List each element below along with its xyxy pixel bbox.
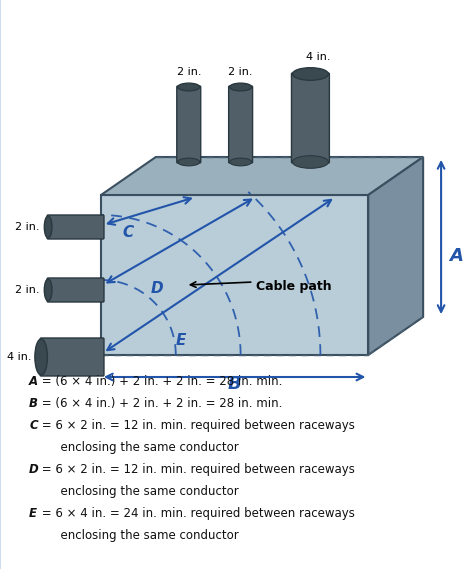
Polygon shape — [101, 195, 368, 355]
Ellipse shape — [229, 158, 252, 166]
FancyBboxPatch shape — [40, 338, 104, 376]
Ellipse shape — [44, 279, 52, 301]
Text: = 6 × 2 in. = 12 in. min. required between raceways: = 6 × 2 in. = 12 in. min. required betwe… — [38, 463, 355, 476]
Text: 4 in.: 4 in. — [7, 352, 31, 362]
Text: A: A — [449, 247, 463, 265]
Ellipse shape — [44, 216, 52, 238]
Text: D: D — [29, 463, 39, 476]
Text: D: D — [151, 281, 164, 296]
Text: = (6 × 4 in.) + 2 in. + 2 in. = 28 in. min.: = (6 × 4 in.) + 2 in. + 2 in. = 28 in. m… — [38, 375, 283, 388]
Text: A: A — [29, 375, 38, 388]
FancyBboxPatch shape — [47, 215, 104, 239]
Text: = 6 × 2 in. = 12 in. min. required between raceways: = 6 × 2 in. = 12 in. min. required betwe… — [38, 419, 355, 432]
Ellipse shape — [178, 83, 200, 91]
Polygon shape — [101, 157, 423, 195]
Ellipse shape — [292, 156, 328, 168]
Text: B: B — [228, 375, 242, 393]
Text: enclosing the same conductor: enclosing the same conductor — [38, 485, 239, 498]
Text: C: C — [29, 419, 38, 432]
Text: = (6 × 4 in.) + 2 in. + 2 in. = 28 in. min.: = (6 × 4 in.) + 2 in. + 2 in. = 28 in. m… — [38, 397, 283, 410]
Text: 2 in.: 2 in. — [15, 285, 39, 295]
FancyBboxPatch shape — [47, 278, 104, 302]
Text: = 6 × 4 in. = 24 in. min. required between raceways: = 6 × 4 in. = 24 in. min. required betwe… — [38, 507, 355, 520]
Text: Cable path: Cable path — [255, 280, 331, 293]
Text: B: B — [29, 397, 38, 410]
Text: E: E — [29, 507, 37, 520]
Ellipse shape — [178, 158, 200, 166]
Text: C: C — [123, 225, 134, 240]
Text: enclosing the same conductor: enclosing the same conductor — [38, 441, 239, 454]
FancyBboxPatch shape — [228, 86, 253, 163]
Text: E: E — [176, 333, 186, 348]
Text: 2 in.: 2 in. — [176, 67, 201, 77]
Text: 2 in.: 2 in. — [228, 67, 253, 77]
Ellipse shape — [35, 339, 47, 375]
Ellipse shape — [292, 68, 328, 80]
Text: 4 in.: 4 in. — [306, 52, 331, 62]
FancyBboxPatch shape — [177, 86, 201, 163]
Text: enclosing the same conductor: enclosing the same conductor — [38, 529, 239, 542]
FancyBboxPatch shape — [292, 73, 329, 163]
Ellipse shape — [229, 83, 252, 91]
Text: 2 in.: 2 in. — [15, 222, 39, 232]
Polygon shape — [368, 157, 423, 355]
